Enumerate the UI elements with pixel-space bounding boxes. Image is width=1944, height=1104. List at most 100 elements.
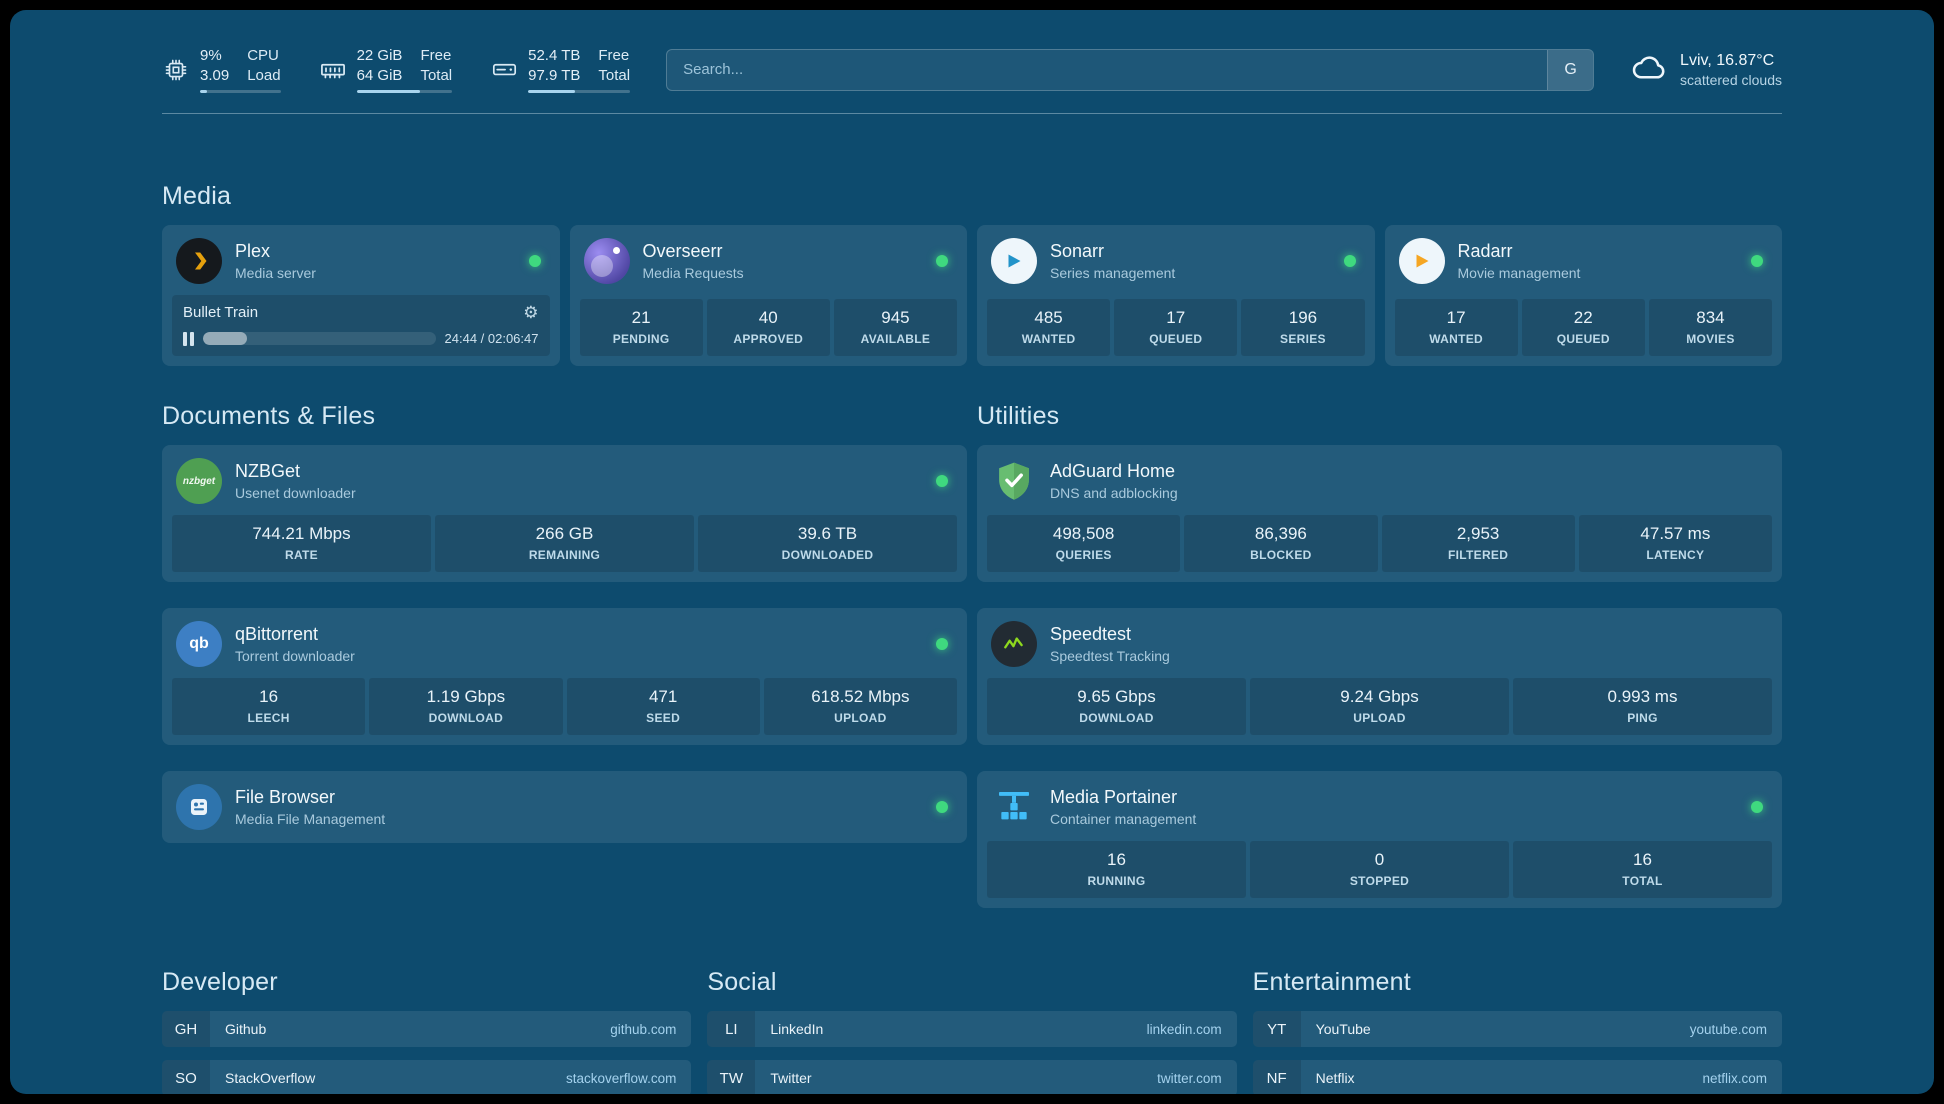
search-provider-button[interactable]: G — [1547, 49, 1594, 90]
stat-tile: 266 GB REMAINING — [435, 515, 694, 572]
service-card-filebrowser: File Browser Media File Management — [162, 771, 967, 843]
service-link-speedtest[interactable]: Speedtest Speedtest Tracking — [987, 618, 1772, 678]
service-card-sonarr: Sonarr Series management 485 WANTED 17 Q… — [977, 225, 1375, 366]
service-link-qbittorrent[interactable]: qb qBittorrent Torrent downloader — [172, 618, 957, 678]
stat-tile: 17 QUEUED — [1114, 299, 1238, 356]
memory-label: Free — [420, 47, 452, 64]
service-link-adguard[interactable]: AdGuard Home DNS and adblocking — [987, 455, 1772, 515]
bookmark-group-social: Social LI LinkedIn linkedin.com TW Twitt… — [707, 968, 1237, 1094]
disk-free: 52.4 TB — [528, 47, 581, 64]
gear-icon[interactable]: ⚙ — [523, 303, 539, 322]
memory-total: 64 GiB — [356, 66, 403, 84]
stat-tile: 744.21 Mbps RATE — [172, 515, 431, 572]
section-title-utilities: Utilities — [977, 402, 1060, 430]
search-input[interactable] — [667, 49, 1548, 90]
service-stats: 9.65 Gbps DOWNLOAD 9.24 Gbps UPLOAD 0.99… — [987, 678, 1772, 735]
bookmark-url: github.com — [610, 1021, 677, 1037]
now-playing-title: Bullet Train — [183, 304, 259, 321]
status-dot — [1751, 255, 1763, 267]
service-link-radarr[interactable]: Radarr Movie management — [1395, 235, 1773, 295]
status-dot — [528, 255, 541, 267]
service-subtitle: Speedtest Tracking — [1050, 647, 1170, 664]
service-link-portainer[interactable]: Media Portainer Container management — [987, 781, 1772, 841]
service-stats: 744.21 Mbps RATE 266 GB REMAINING 39.6 T… — [172, 515, 957, 572]
status-dot — [936, 801, 948, 813]
bookmark-youtube[interactable]: YT YouTube youtube.com — [1252, 1011, 1782, 1047]
section-title-entertainment: Entertainment — [1252, 968, 1411, 996]
top-bar: 9% 3.09 CPU Load — [162, 46, 1782, 93]
stat-tile: 2,953 FILTERED — [1381, 515, 1575, 572]
stat-tile: 945 AVAILABLE — [833, 299, 958, 356]
disk-widget: 52.4 TB 97.9 TB Free Total — [490, 46, 631, 93]
stat-tile: 39.6 TB DOWNLOADED — [698, 515, 957, 572]
memory-label-2: Total — [420, 66, 453, 84]
section-title-media: Media — [162, 182, 232, 210]
cpu-widget: 9% 3.09 CPU Load — [162, 46, 281, 93]
service-link-overseerr[interactable]: Overseerr Media Requests — [580, 235, 958, 295]
adguard-shield-icon — [991, 458, 1037, 504]
portainer-icon — [991, 784, 1037, 830]
status-dot — [1343, 255, 1356, 267]
memory-free: 22 GiB — [356, 47, 403, 64]
stat-tile: 17 WANTED — [1394, 299, 1518, 356]
weather-widget: Lviv, 16.87°C scattered clouds — [1630, 48, 1782, 91]
filebrowser-icon — [176, 784, 222, 830]
search-bar: G — [666, 48, 1595, 91]
service-link-sonarr[interactable]: Sonarr Series management — [987, 235, 1365, 295]
bookmark-url: netflix.com — [1702, 1070, 1767, 1086]
section-title-developer: Developer — [162, 968, 278, 996]
bookmark-name: StackOverflow — [225, 1070, 316, 1086]
weather-condition: scattered clouds — [1680, 71, 1782, 88]
service-card-portainer: Media Portainer Container management 16 … — [977, 771, 1782, 908]
bookmark-netflix[interactable]: NF Netflix netflix.com — [1252, 1060, 1782, 1094]
playback-time: 24:44 / 02:06:47 — [444, 331, 539, 346]
bookmark-linkedin[interactable]: LI LinkedIn linkedin.com — [707, 1011, 1237, 1047]
playback-progress-bar[interactable] — [203, 332, 436, 345]
status-dot — [936, 255, 948, 267]
cpu-progress-bar — [200, 90, 281, 93]
stat-tile: 21 PENDING — [579, 299, 703, 356]
bookmark-twitter[interactable]: TW Twitter twitter.com — [707, 1060, 1237, 1094]
bookmark-abbr: SO — [162, 1060, 210, 1094]
memory-progress-bar — [356, 90, 453, 93]
bookmark-name: YouTube — [1315, 1021, 1371, 1037]
disk-total: 97.9 TB — [528, 66, 581, 84]
stat-tile: 485 WANTED — [987, 299, 1111, 356]
service-subtitle: Media File Management — [235, 810, 386, 827]
bookmark-name: LinkedIn — [770, 1021, 824, 1037]
service-stats: 17 WANTED 22 QUEUED 834 MOVIES — [1394, 299, 1773, 356]
service-link-filebrowser[interactable]: File Browser Media File Management — [172, 781, 957, 833]
stat-tile: 22 QUEUED — [1521, 299, 1645, 356]
service-card-adguard: AdGuard Home DNS and adblocking 498,508 … — [977, 445, 1782, 582]
cloud-icon — [1630, 48, 1668, 91]
service-link-nzbget[interactable]: nzbget NZBGet Usenet downloader — [172, 455, 957, 515]
cpu-chip-icon — [162, 56, 190, 84]
bookmark-abbr: YT — [1252, 1011, 1301, 1047]
speedtest-icon — [991, 621, 1037, 667]
bookmark-url: linkedin.com — [1146, 1021, 1222, 1037]
service-link-plex[interactable]: Plex Media server — [172, 235, 550, 295]
stat-tile: 834 MOVIES — [1648, 299, 1773, 356]
stat-tile: 0.993 ms PING — [1513, 678, 1772, 735]
cpu-label: CPU — [247, 47, 279, 64]
service-card-speedtest: Speedtest Speedtest Tracking 9.65 Gbps D… — [977, 608, 1782, 745]
bookmark-github[interactable]: GH Github github.com — [162, 1011, 692, 1047]
stat-tile: 16 TOTAL — [1513, 841, 1772, 898]
pause-button[interactable] — [183, 331, 194, 346]
section-media: Media Plex Media server — [162, 182, 1782, 366]
service-card-radarr: Radarr Movie management 17 WANTED 22 QUE… — [1384, 225, 1782, 366]
stat-tile: 196 SERIES — [1241, 299, 1365, 356]
section-utilities: Utilities AdGuard Home — [977, 402, 1782, 908]
stat-tile: 498,508 QUERIES — [987, 515, 1181, 572]
resource-widgets: 9% 3.09 CPU Load — [162, 46, 631, 93]
service-subtitle: Movie management — [1457, 264, 1581, 281]
bookmark-url: stackoverflow.com — [566, 1070, 677, 1086]
bookmark-stackoverflow[interactable]: SO StackOverflow stackoverflow.com — [162, 1060, 692, 1094]
service-subtitle: Media Requests — [642, 264, 744, 281]
disk-label: Free — [598, 47, 630, 64]
service-card-overseerr: Overseerr Media Requests 21 PENDING 40 A… — [569, 225, 967, 366]
service-name: Overseerr — [642, 241, 723, 262]
section-title-social: Social — [707, 968, 777, 996]
memory-icon — [319, 56, 347, 84]
service-name: Speedtest — [1050, 624, 1132, 645]
